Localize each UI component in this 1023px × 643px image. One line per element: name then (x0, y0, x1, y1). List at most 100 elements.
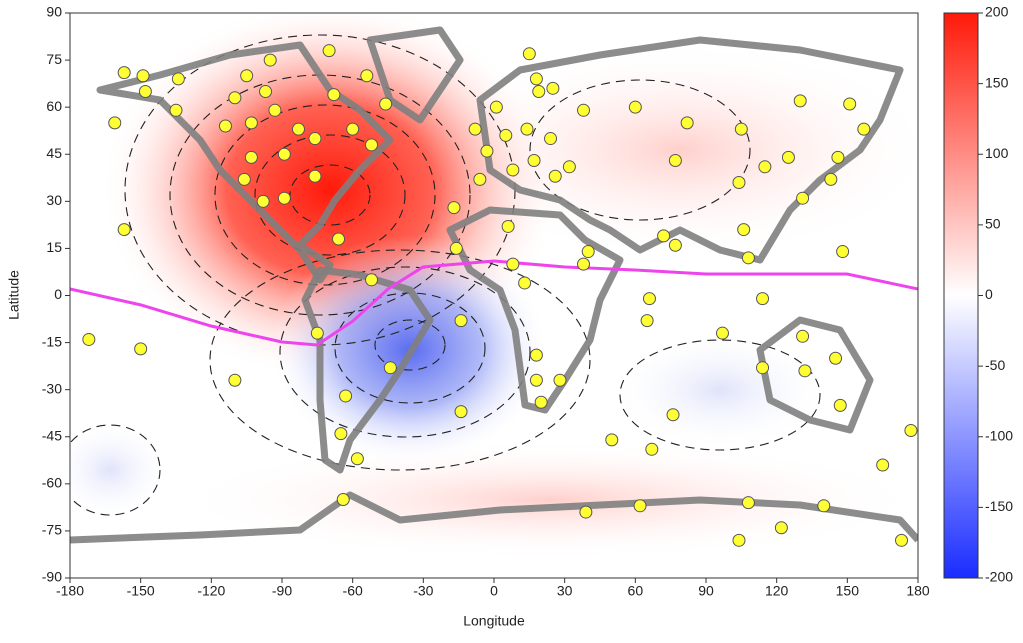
station (365, 138, 379, 152)
station (532, 84, 546, 98)
station (332, 232, 346, 246)
station (489, 100, 503, 114)
y-tick-label: -60 (42, 475, 62, 491)
coastlines (70, 26, 918, 544)
station (117, 223, 131, 237)
station (529, 348, 543, 362)
station (228, 91, 242, 105)
station (833, 398, 847, 412)
station (522, 47, 536, 61)
station (732, 176, 746, 189)
station (857, 122, 871, 136)
stations (82, 44, 918, 547)
station (544, 132, 558, 146)
station (360, 69, 374, 83)
x-tick-label: 180 (906, 583, 930, 599)
station (468, 122, 482, 136)
station (480, 144, 494, 158)
station (334, 427, 348, 441)
station (82, 332, 96, 346)
station (277, 147, 291, 161)
y-tick-label: 15 (46, 239, 62, 255)
station (546, 81, 560, 95)
station (895, 533, 909, 547)
x-tick-label: 120 (765, 583, 789, 599)
station (263, 53, 277, 67)
dip-equator (70, 259, 918, 347)
station (383, 361, 397, 375)
y-tick-label: -30 (42, 380, 62, 396)
station (553, 373, 567, 387)
station (138, 84, 152, 98)
station (117, 66, 131, 80)
station (336, 493, 350, 507)
station (605, 433, 619, 447)
station (781, 150, 795, 164)
station (350, 452, 364, 466)
station (534, 395, 548, 409)
x-tick-label: 150 (836, 583, 860, 599)
station (793, 94, 807, 108)
x-tick-label: -150 (127, 583, 155, 599)
station (628, 100, 642, 114)
station (506, 163, 520, 177)
colorbar-tick-label: 150 (985, 74, 1009, 90)
station (756, 292, 770, 306)
station (473, 172, 487, 186)
y-tick-label: 0 (54, 286, 62, 302)
station (732, 533, 746, 547)
station (518, 276, 532, 290)
station (379, 97, 393, 111)
colorbar-tick-label: -100 (985, 427, 1013, 443)
station (529, 373, 543, 387)
station (904, 423, 918, 437)
station (734, 122, 748, 136)
map-field (70, 13, 918, 578)
station (259, 84, 273, 98)
station (817, 499, 831, 513)
station (633, 499, 647, 513)
y-tick-label: -90 (42, 569, 62, 585)
station (339, 389, 353, 403)
station (310, 326, 324, 340)
station (365, 273, 379, 287)
station (758, 160, 772, 174)
x-tick-label: -60 (343, 583, 363, 599)
x-tick-label: 90 (698, 583, 714, 599)
x-tick-label: 60 (628, 583, 644, 599)
station (829, 351, 843, 365)
y-tick-label: 45 (46, 145, 62, 161)
station (666, 408, 680, 422)
station (346, 122, 360, 136)
colorbar (943, 12, 979, 579)
y-tick-label: 75 (46, 51, 62, 67)
y-tick-label: -15 (42, 333, 62, 349)
station (836, 245, 850, 259)
station (715, 326, 729, 340)
station (501, 219, 515, 233)
y-tick-label: 90 (46, 4, 62, 20)
station (831, 150, 845, 164)
station (876, 458, 890, 472)
station (256, 194, 270, 208)
colorbar-tick-label: 0 (985, 286, 993, 302)
station (577, 103, 591, 117)
station (244, 116, 258, 130)
station (447, 201, 461, 215)
station (454, 405, 468, 419)
station (454, 314, 468, 328)
station (237, 172, 251, 186)
y-tick-label: 30 (46, 192, 62, 208)
station (240, 69, 254, 83)
station (244, 150, 258, 164)
station (449, 241, 463, 255)
station (520, 122, 534, 136)
station (228, 373, 242, 387)
station (798, 364, 812, 378)
station (796, 329, 810, 343)
colorbar-tick-label: -50 (985, 357, 1005, 373)
station (327, 88, 341, 102)
x-axis-label: Longitude (463, 613, 525, 629)
station (268, 103, 282, 117)
